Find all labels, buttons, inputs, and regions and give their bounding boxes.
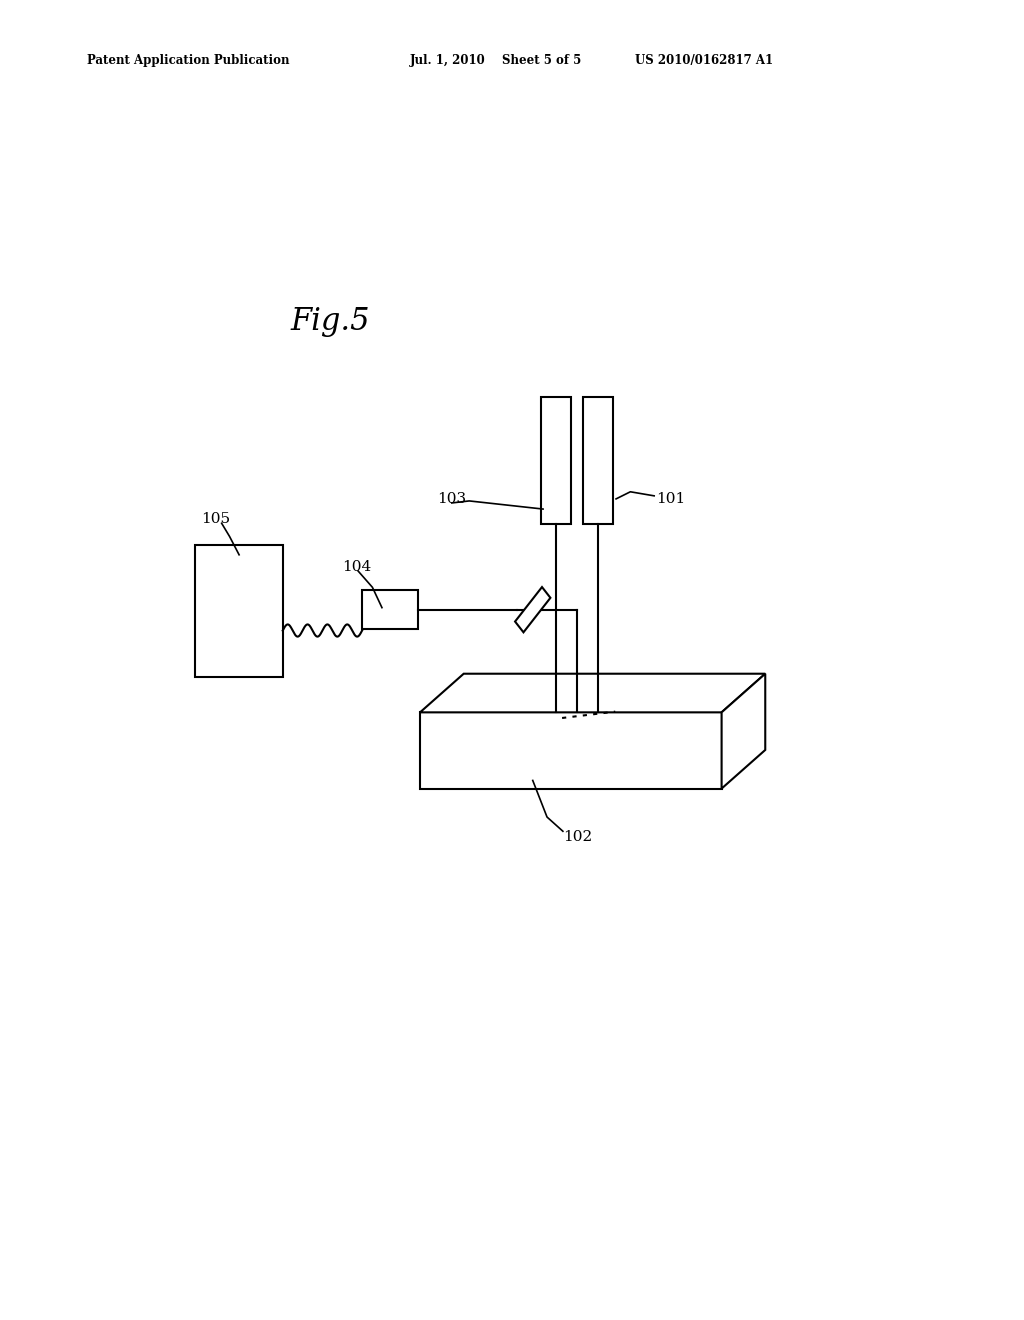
- Text: 104: 104: [342, 560, 372, 574]
- Text: US 2010/0162817 A1: US 2010/0162817 A1: [635, 54, 773, 67]
- Text: 105: 105: [201, 512, 230, 527]
- Text: Fig.5: Fig.5: [291, 306, 371, 337]
- Bar: [541, 397, 570, 524]
- Text: Jul. 1, 2010: Jul. 1, 2010: [410, 54, 485, 67]
- Polygon shape: [515, 587, 551, 632]
- Bar: [420, 713, 722, 788]
- Text: 103: 103: [437, 492, 467, 506]
- Text: 102: 102: [563, 830, 592, 845]
- Polygon shape: [722, 673, 765, 788]
- Text: Patent Application Publication: Patent Application Publication: [87, 54, 290, 67]
- Text: 101: 101: [655, 492, 685, 506]
- Polygon shape: [420, 673, 765, 713]
- Bar: [362, 590, 418, 630]
- Bar: [196, 545, 283, 677]
- Text: Sheet 5 of 5: Sheet 5 of 5: [502, 54, 581, 67]
- Bar: [583, 397, 613, 524]
